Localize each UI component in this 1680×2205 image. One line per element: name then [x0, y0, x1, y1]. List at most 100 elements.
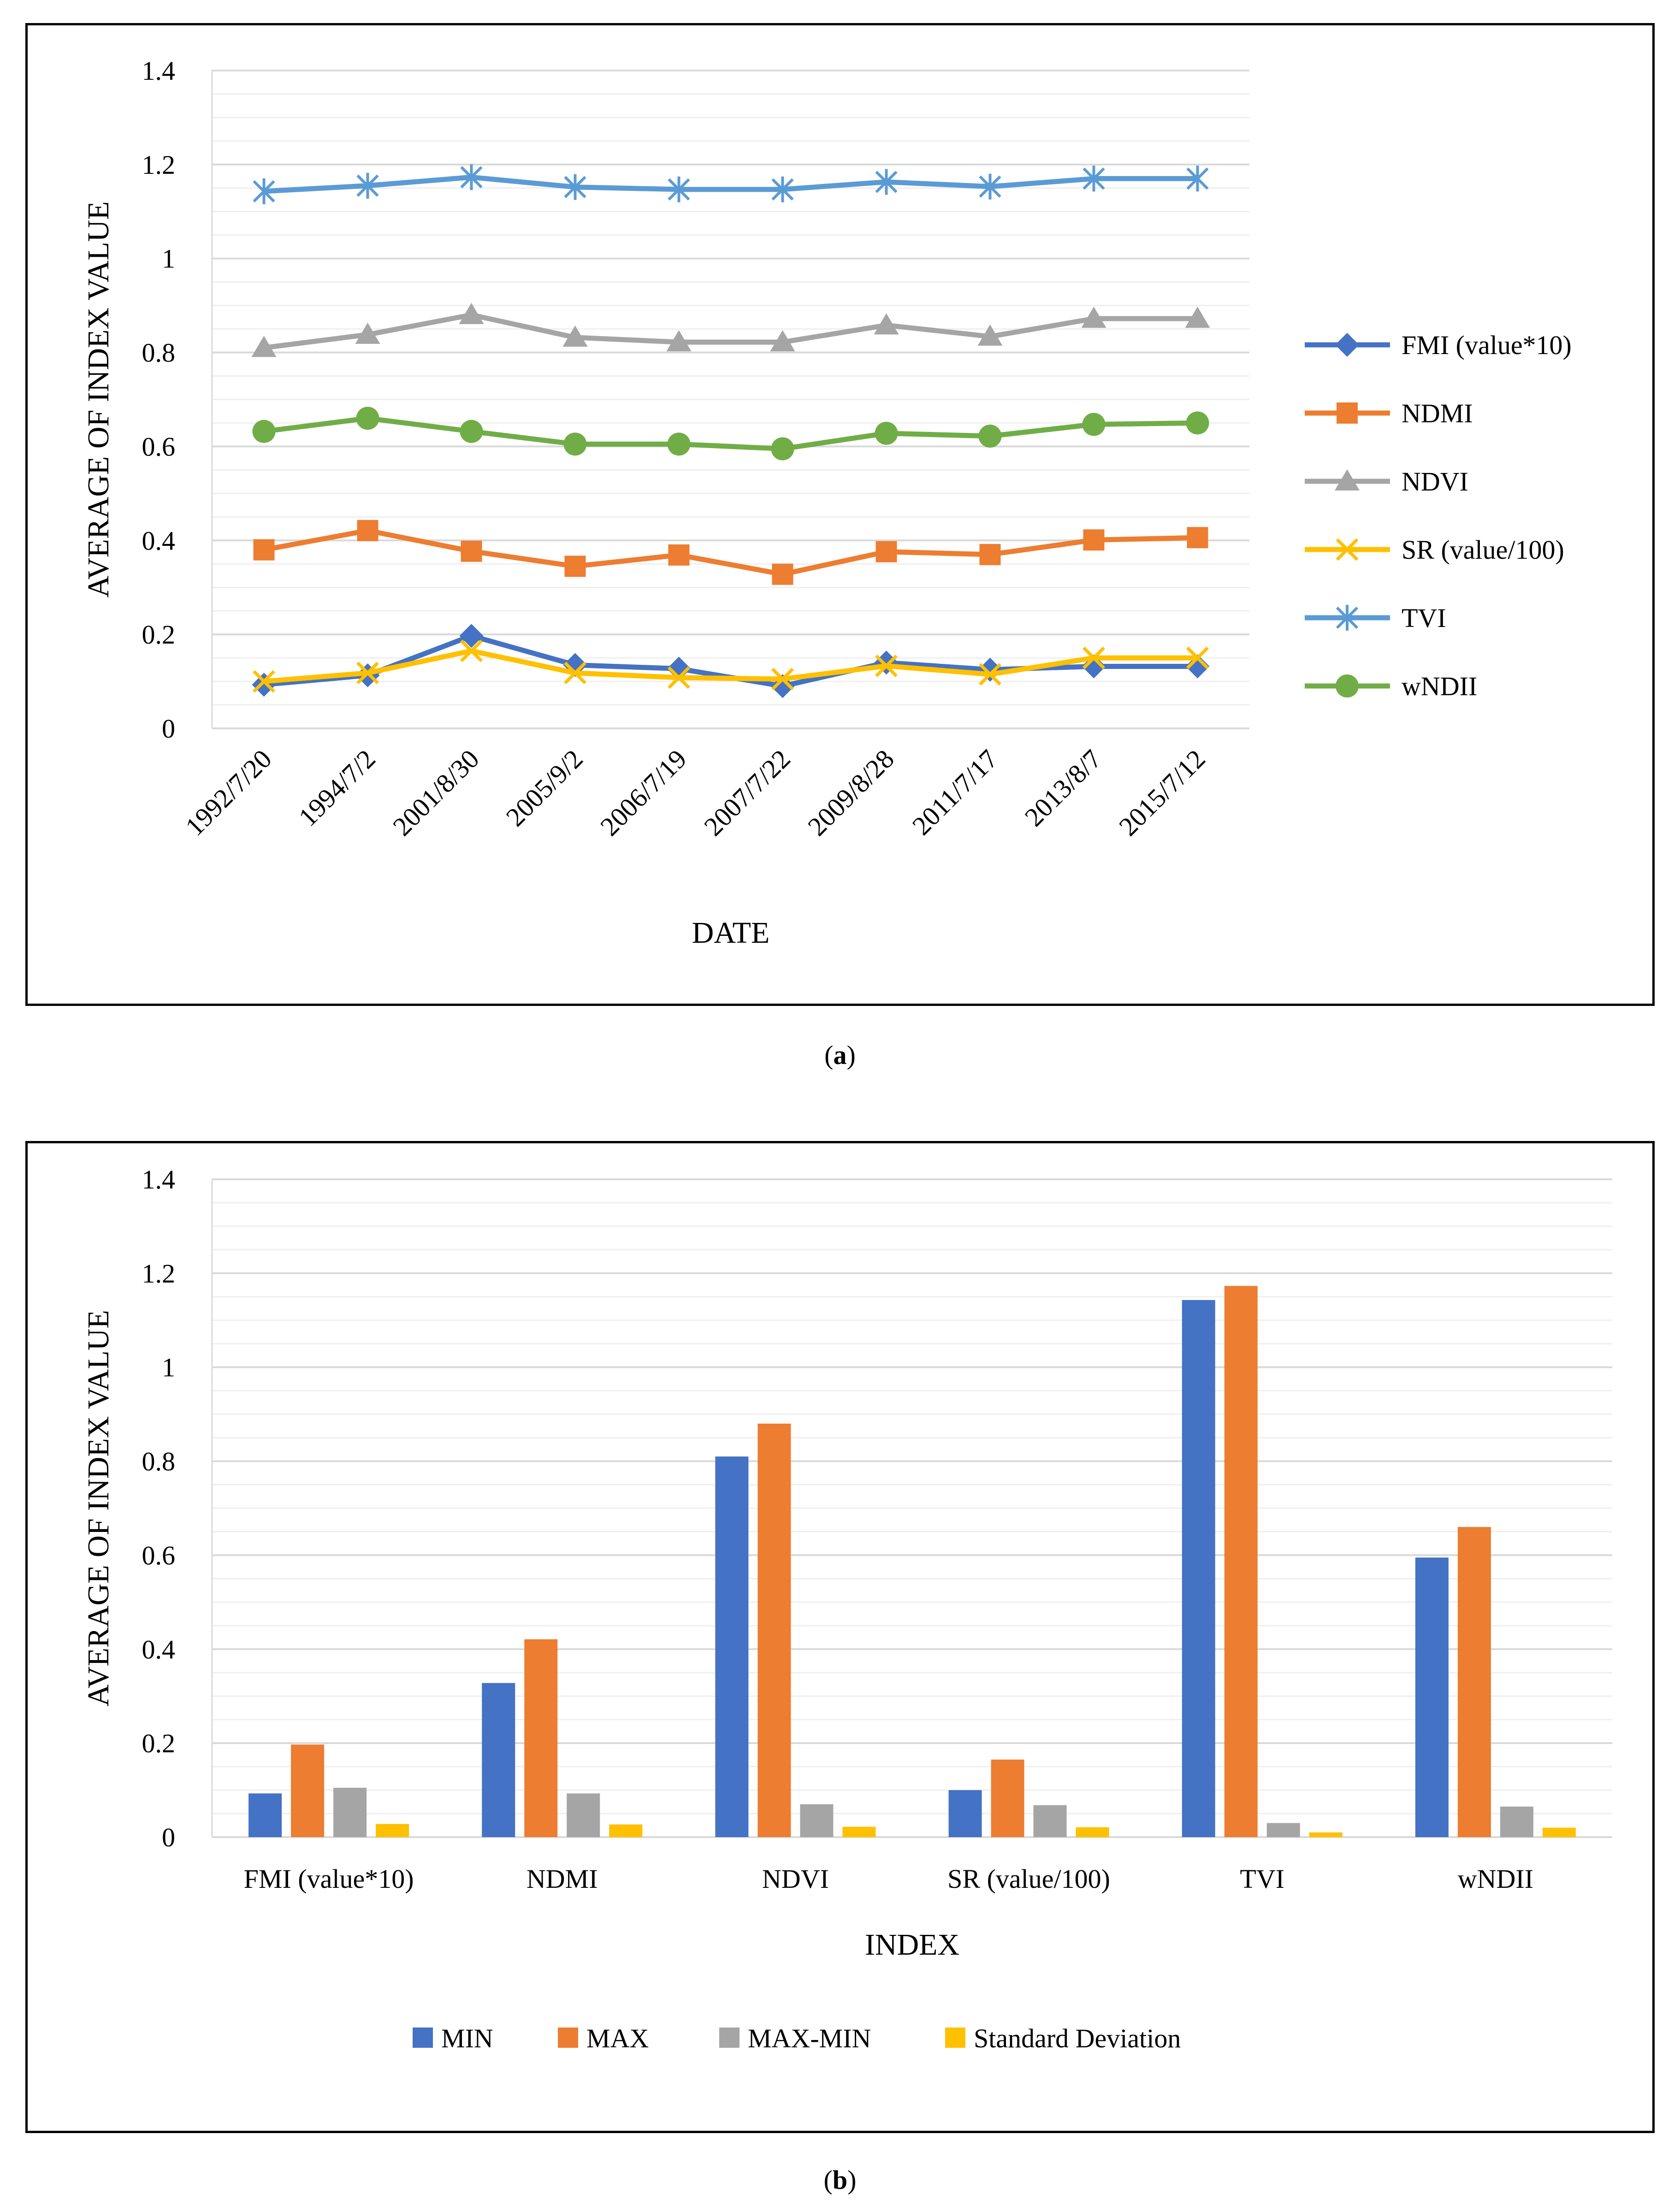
marker-x	[1336, 538, 1359, 561]
marker-circle	[875, 421, 898, 445]
marker-x-stroke	[771, 668, 794, 691]
y-tick-label: 0	[162, 1822, 175, 1852]
series-line	[264, 174, 1198, 194]
x-tick-label: 2006/7/19	[594, 744, 692, 841]
marker-circle	[460, 420, 483, 443]
marker-diamond	[459, 624, 484, 648]
y-axis-title: AVERAGE OF INDEX VALUE	[82, 201, 115, 598]
x-axis-title: INDEX	[865, 1928, 959, 1962]
legend-label: MAX-MIN	[748, 2023, 871, 2053]
bar	[1266, 1823, 1300, 1837]
marker-star	[564, 174, 586, 200]
legend-label: NDVI	[1402, 467, 1468, 497]
bar	[1457, 1527, 1491, 1837]
marker-triangle	[1081, 307, 1106, 328]
marker-square	[357, 520, 379, 541]
marker-circle	[667, 432, 691, 456]
y-tick-label: 0.4	[142, 1634, 176, 1664]
y-tick-label: 0.2	[142, 620, 176, 650]
marker-x-stroke	[668, 666, 690, 689]
caption-a: (a)	[824, 1040, 856, 1070]
marker-x	[668, 666, 690, 689]
marker-diamond	[667, 656, 691, 681]
marker-x-stroke	[1083, 646, 1105, 669]
y-tick-label: 0	[162, 714, 175, 744]
legend-swatch	[558, 2028, 578, 2048]
y-tick-label: 1	[162, 1353, 175, 1383]
x-tick-label: TVI	[1240, 1864, 1284, 1894]
marker-circle	[771, 437, 794, 461]
marker-star	[1336, 605, 1359, 631]
marker-star	[875, 169, 898, 195]
caption-b-letter: b	[832, 2165, 848, 2195]
line-chart-panel: 0 0.2 0.4 0.6 0.8 1 1.2 1.4 1992/7/20 1994/7/2 200…	[25, 23, 1655, 1006]
bar	[757, 1424, 791, 1837]
marker-triangle	[1185, 307, 1210, 328]
bar	[333, 1787, 367, 1837]
marker-star	[771, 176, 794, 202]
marker-triangle	[666, 330, 692, 352]
x-tick-label: 2007/7/22	[698, 744, 796, 841]
marker-x-stroke	[1186, 646, 1209, 669]
legend-label: MIN	[441, 2023, 493, 2053]
bar	[1500, 1806, 1533, 1837]
bar	[991, 1759, 1024, 1837]
marker-triangle	[874, 313, 899, 335]
legend-swatch	[945, 2028, 965, 2048]
marker-square	[253, 539, 275, 561]
x-tick-label: 1992/7/20	[179, 744, 277, 841]
x-tick-label: SR (value/100)	[947, 1864, 1110, 1894]
bar	[715, 1456, 749, 1837]
marker-triangle	[1335, 469, 1360, 491]
series-line	[263, 415, 1198, 452]
bar	[248, 1793, 282, 1837]
legend-label: FMI (value*10)	[1402, 330, 1572, 360]
y-tick-label: 0.2	[142, 1728, 176, 1758]
x-tick-label: 1994/7/2	[293, 744, 381, 832]
series-line	[263, 528, 1198, 577]
bar-chart-panel: 0 0.2 0.4 0.6 0.8 1 1.2 1.4 FMI (value*10) NDMI ND…	[25, 1141, 1655, 2133]
bar	[567, 1793, 600, 1837]
marker-x	[875, 654, 898, 677]
marker-square	[875, 541, 897, 562]
marker-square	[668, 544, 690, 566]
marker-triangle	[770, 330, 795, 352]
marker-x-stroke	[979, 663, 1001, 686]
legend-label: TVI	[1402, 603, 1446, 633]
caption-b: (b)	[823, 2165, 857, 2195]
x-tick-label: FMI (value*10)	[244, 1864, 414, 1894]
bar	[1542, 1827, 1576, 1837]
y-tick-label: 0.4	[142, 526, 176, 556]
marker-triangle	[355, 322, 380, 344]
marker-square	[1187, 527, 1208, 549]
bar	[482, 1683, 515, 1837]
bar	[376, 1824, 409, 1837]
y-tick-label: 1.4	[142, 56, 176, 86]
x-tick-label: wNDII	[1458, 1864, 1533, 1894]
marker-x-stroke	[875, 654, 898, 677]
marker-x-stroke	[460, 639, 483, 662]
series-line	[263, 312, 1198, 350]
legend-label: SR (value/100)	[1402, 535, 1564, 565]
y-tick-label: 0.6	[142, 1540, 176, 1570]
marker-x-stroke	[1336, 538, 1359, 561]
y-tick-label: 0.8	[142, 1447, 176, 1477]
x-tick-label: 2005/9/2	[500, 744, 589, 832]
marker-x	[564, 662, 586, 685]
bar	[1076, 1827, 1109, 1837]
x-tick-label: 2011/7/17	[906, 744, 1004, 841]
marker-diamond	[978, 657, 1002, 682]
marker-star	[460, 164, 483, 190]
marker-square	[461, 540, 482, 562]
x-tick-label: NDMI	[526, 1864, 598, 1894]
legend-label: wNDII	[1402, 671, 1477, 701]
bar	[1033, 1805, 1067, 1837]
marker-triangle	[562, 325, 588, 347]
marker-x	[460, 639, 483, 662]
legend-label: MAX	[586, 2023, 649, 2053]
bar	[1224, 1286, 1258, 1837]
bar	[948, 1790, 982, 1837]
x-axis-title: DATE	[692, 916, 770, 950]
bar	[1309, 1832, 1343, 1837]
marker-diamond	[252, 673, 276, 697]
